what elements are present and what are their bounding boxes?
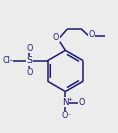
Text: Cl-: Cl-	[3, 56, 14, 65]
Text: O: O	[62, 111, 68, 120]
Text: ⁻: ⁻	[67, 113, 71, 119]
Text: O: O	[26, 44, 32, 53]
Text: +: +	[67, 97, 73, 102]
Text: O: O	[78, 98, 85, 107]
Text: O: O	[26, 68, 32, 77]
Text: O: O	[53, 33, 59, 42]
Text: O: O	[88, 30, 95, 39]
Text: S: S	[26, 56, 32, 65]
Text: N: N	[62, 98, 69, 107]
